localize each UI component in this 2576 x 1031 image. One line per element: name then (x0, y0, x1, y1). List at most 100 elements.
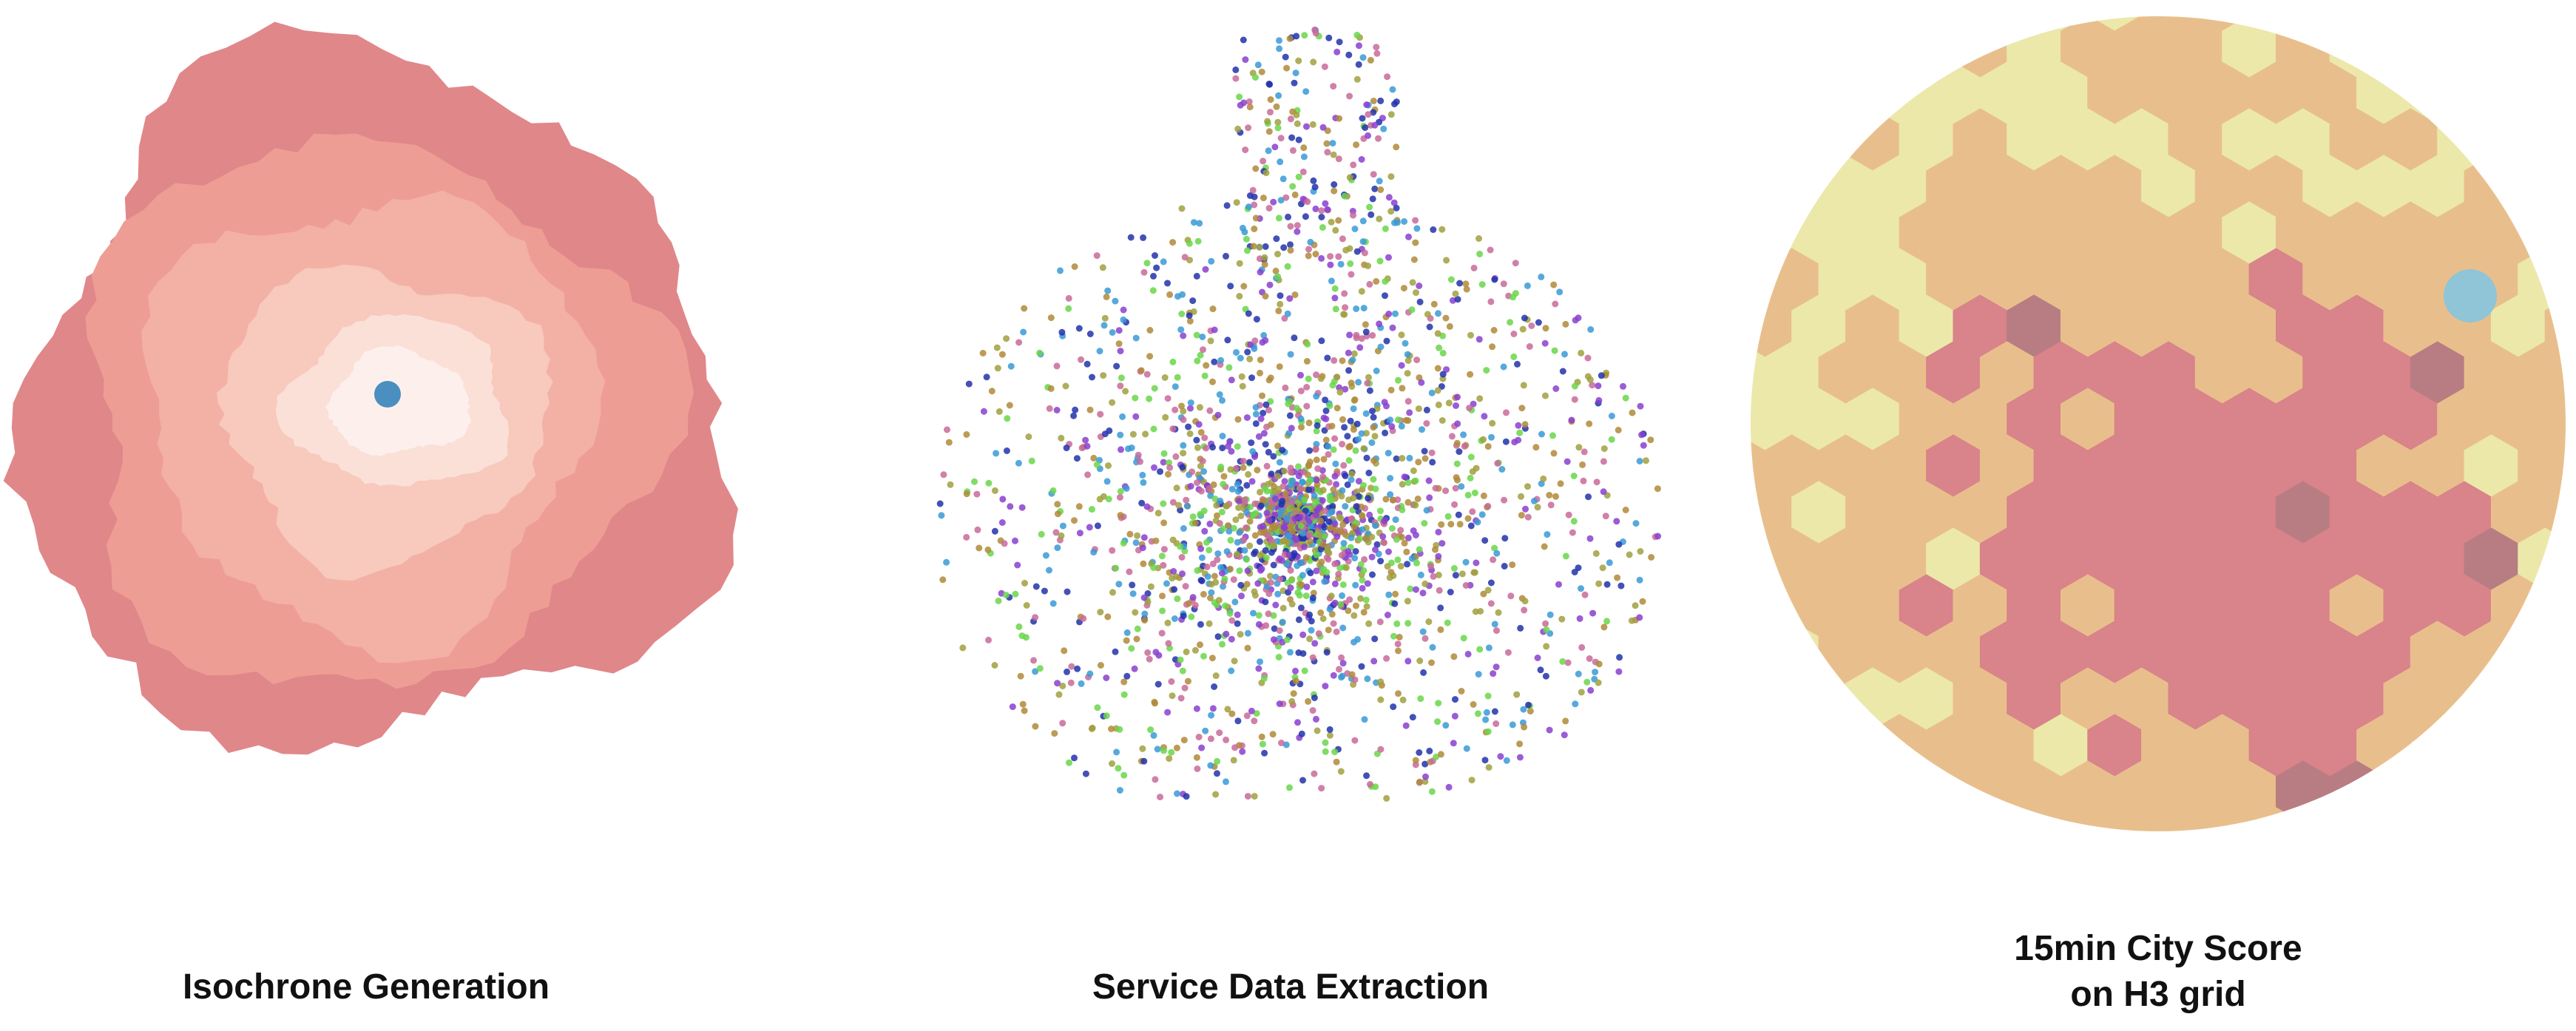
service-point (1001, 540, 1008, 547)
service-point (1166, 464, 1174, 471)
service-point (1423, 420, 1430, 427)
service-point (1383, 402, 1390, 410)
service-point (1314, 465, 1322, 473)
service-point (1445, 399, 1453, 407)
service-point (1373, 278, 1380, 285)
service-point (1135, 451, 1142, 459)
service-point (1421, 447, 1428, 455)
service-point (1402, 339, 1409, 347)
service-point (1389, 496, 1396, 504)
service-point (1244, 567, 1251, 575)
service-point (1556, 288, 1563, 296)
service-point (1214, 411, 1222, 419)
service-point (1351, 555, 1359, 562)
service-point (1389, 86, 1396, 93)
service-point (1090, 454, 1098, 462)
service-point (1068, 663, 1075, 670)
service-point (1262, 441, 1269, 448)
service-point (1138, 499, 1146, 507)
service-point (1336, 666, 1342, 673)
service-point (1325, 450, 1332, 458)
service-point (1377, 696, 1385, 703)
service-point (1105, 496, 1112, 503)
service-point (1255, 665, 1262, 672)
service-point (1198, 744, 1206, 751)
service-point (1276, 37, 1282, 44)
service-point (1181, 254, 1189, 261)
service-point (1339, 487, 1346, 494)
service-point (1272, 601, 1279, 609)
service-point (1434, 330, 1441, 337)
service-point (1190, 219, 1197, 226)
service-point (1164, 395, 1172, 402)
service-point (1306, 447, 1314, 454)
service-point (1285, 551, 1293, 558)
service-point (1123, 672, 1131, 680)
service-point (1268, 470, 1275, 478)
h3-cell (1926, 16, 1981, 32)
service-point (1307, 569, 1314, 577)
service-point (1615, 427, 1622, 433)
service-point (1530, 497, 1538, 504)
service-point (1094, 704, 1101, 711)
h3-cell (2490, 108, 2546, 172)
service-point (1432, 484, 1439, 492)
service-point (1299, 168, 1307, 175)
service-point (1579, 461, 1586, 468)
service-point (1291, 79, 1298, 87)
service-point (1489, 343, 1496, 351)
h3-cell (1657, 62, 1711, 124)
service-point (1260, 675, 1268, 682)
service-point (1271, 496, 1279, 502)
service-point (1383, 794, 1390, 802)
service-point (1462, 582, 1470, 589)
service-point (1189, 297, 1197, 305)
service-point (1419, 426, 1425, 433)
service-point (1082, 770, 1089, 777)
service-point (1097, 410, 1104, 418)
service-point (1383, 655, 1390, 662)
service-point (1426, 494, 1433, 501)
service-point (1320, 456, 1328, 463)
service-point (1513, 691, 1521, 698)
service-point (1288, 527, 1296, 535)
service-point (1362, 321, 1369, 328)
service-point (1232, 66, 1240, 73)
service-point (1270, 612, 1277, 619)
service-point (1286, 784, 1293, 791)
h3-cell (2490, 667, 2546, 731)
service-point (1120, 539, 1127, 547)
service-point (1434, 718, 1441, 726)
service-point (1326, 402, 1333, 410)
service-point (1218, 508, 1226, 516)
service-point (1361, 249, 1368, 257)
service-point (1520, 706, 1527, 713)
service-point (1377, 678, 1385, 686)
service-point (1301, 32, 1308, 39)
service-points-panel (936, 26, 1662, 802)
service-point (1351, 226, 1359, 232)
service-point (1600, 458, 1607, 465)
service-point (1113, 748, 1120, 756)
service-point (1057, 267, 1064, 274)
service-point (1108, 726, 1115, 732)
service-point (1032, 668, 1039, 675)
service-point (1586, 535, 1594, 542)
service-point (1189, 513, 1197, 521)
service-point (1362, 124, 1369, 132)
service-point (1160, 519, 1168, 527)
service-point (1480, 436, 1487, 443)
service-point (1054, 501, 1061, 508)
service-point (1287, 223, 1294, 230)
h3-cell (1751, 667, 1793, 731)
service-point (1224, 706, 1231, 713)
service-point (1251, 588, 1258, 595)
service-point (1371, 185, 1379, 192)
service-point (1322, 683, 1329, 690)
service-point (1478, 281, 1486, 288)
service-point (1254, 467, 1261, 474)
service-point (1333, 48, 1341, 55)
service-point (1305, 246, 1312, 253)
service-point (1258, 733, 1265, 740)
